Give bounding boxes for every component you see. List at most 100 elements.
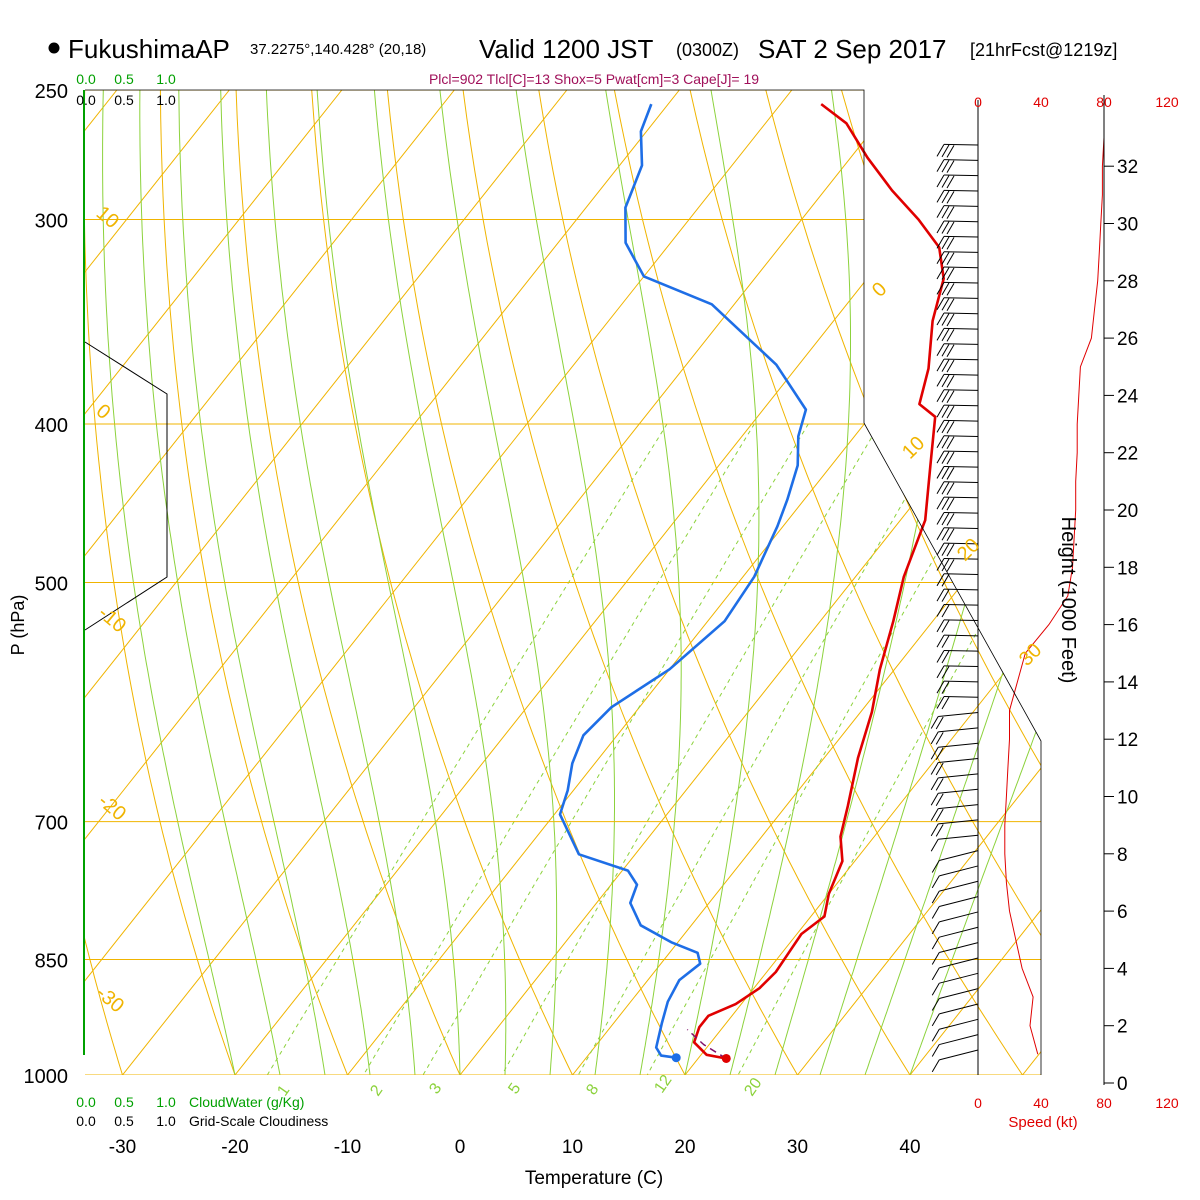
height-tick-label: 8 — [1117, 845, 1128, 866]
zulu-time: (0300Z) — [676, 40, 739, 60]
wind-barb-flag — [935, 762, 944, 776]
isotherm-line — [909, 90, 1041, 1075]
wind-barb — [930, 712, 979, 730]
wind-barb — [936, 312, 979, 327]
wind-barb — [936, 297, 979, 311]
dry-adiabat — [85, 90, 123, 1075]
speed-tick-label-top: 120 — [1155, 94, 1179, 110]
wind-barb-flag — [946, 405, 955, 419]
wind-barb-staff — [943, 189, 979, 192]
cloudwater-tick-label-bottom: 0.5 — [114, 1094, 134, 1110]
wind-barb — [936, 389, 979, 403]
wind-barb-staff — [938, 804, 979, 810]
wind-barb-flag — [936, 696, 945, 709]
wind-barb-flag — [946, 298, 955, 311]
wind-barb-staff — [938, 834, 979, 840]
wind-barb-staff — [939, 896, 979, 907]
wind-barb-flag — [946, 543, 955, 557]
wind-barb-flag — [946, 267, 955, 281]
wind-barb-flag — [930, 731, 939, 745]
wind-barb-flag — [941, 696, 950, 710]
wind-barb-flag — [941, 405, 950, 418]
height-tick-label: 20 — [1117, 501, 1138, 522]
wind-barb-staff — [943, 573, 979, 575]
moist-adiabat — [316, 90, 461, 1075]
wind-barb-staff — [943, 389, 979, 391]
wind-barb-flag — [946, 344, 955, 357]
wind-barb — [936, 496, 979, 511]
moist-adiabat — [605, 90, 682, 1075]
wind-barb-staff — [938, 758, 979, 764]
wind-barb-flag — [936, 159, 945, 172]
wind-barb-flag — [941, 650, 950, 664]
wind-barb-flag — [936, 481, 945, 495]
dry-adiabat — [765, 90, 1041, 1075]
wind-barb-flag — [946, 513, 955, 526]
wind-barb-flag — [936, 665, 945, 679]
wind-barbs — [930, 143, 979, 1073]
wind-barb-staff — [939, 988, 979, 1000]
wind-barb-staff — [943, 343, 979, 345]
wind-barb-flag — [931, 906, 940, 919]
wind-barb-staff — [943, 419, 979, 422]
dry-adiabat — [1144, 90, 1200, 1075]
height-tick-label: 12 — [1117, 730, 1138, 751]
wind-barb-flag — [935, 778, 944, 791]
cloudiness-title: Grid-Scale Cloudiness — [189, 1113, 328, 1129]
isotherm-label: 30 — [1015, 639, 1046, 670]
wind-barb-flag — [935, 716, 944, 730]
dry-adiabat — [159, 90, 348, 1075]
wind-barb-staff — [943, 496, 979, 499]
wind-barb-staff — [939, 911, 979, 923]
wind-barb-flag — [936, 205, 945, 218]
height-tick-label: 18 — [1117, 558, 1138, 579]
wind-barb-flag — [941, 666, 950, 679]
wind-barb — [936, 159, 979, 173]
wind-panel-frame — [863, 422, 1042, 1075]
wind-barb-staff — [943, 312, 979, 315]
wind-barb — [936, 450, 979, 465]
wind-barb — [931, 896, 979, 919]
isotherm-label: 20 — [953, 534, 984, 565]
wind-barb — [931, 926, 979, 950]
cloudwater-tick-label-bottom: 0.0 — [76, 1094, 96, 1110]
wind-barb — [936, 634, 979, 648]
wind-barb — [931, 1049, 979, 1073]
wind-barb — [930, 758, 979, 776]
wind-barb-staff — [943, 220, 979, 223]
wind-barb-staff — [939, 942, 979, 954]
wind-barb-staff — [938, 788, 979, 794]
wind-barb-staff — [943, 650, 979, 652]
p-tick-label: 850 — [35, 951, 68, 973]
x-axis-title: Temperature (C) — [525, 1168, 663, 1189]
wind-barb-staff — [943, 557, 979, 560]
isotherm-line — [0, 90, 4, 1075]
wind-barb — [936, 281, 979, 296]
isotherm-label: 10 — [92, 202, 123, 233]
wind-barb-staff — [943, 481, 979, 483]
mixing-ratio-label: 3 — [426, 1080, 445, 1097]
isotherm-label: 10 — [898, 432, 929, 463]
wind-barb-staff — [943, 159, 979, 161]
wind-barb-flag — [936, 588, 945, 602]
wind-barb-flag — [936, 527, 945, 541]
series-parcel-line — [686, 1028, 727, 1060]
wind-barb-flag — [936, 542, 945, 556]
height-tick-label: 24 — [1117, 386, 1139, 407]
wind-barb-flag — [931, 952, 940, 965]
wind-barb-flag — [936, 680, 945, 694]
wind-barb-staff — [939, 1049, 979, 1061]
moist-adiabat — [265, 90, 416, 1075]
moist-adiabat — [729, 90, 851, 1075]
wind-barb — [936, 542, 979, 557]
wind-barb-flag — [936, 389, 945, 402]
wind-barb-staff — [939, 957, 979, 969]
cloudiness-tick-label-top: 0.0 — [76, 92, 96, 108]
wind-barb — [931, 911, 979, 935]
wind-barb — [931, 988, 979, 1011]
mixing-ratio-line — [577, 423, 949, 1075]
wind-barb-flag — [930, 792, 939, 806]
x-tick-label: 40 — [899, 1137, 920, 1158]
dry-adiabat — [538, 90, 911, 1075]
mixing-ratio-label: 8 — [583, 1081, 602, 1098]
